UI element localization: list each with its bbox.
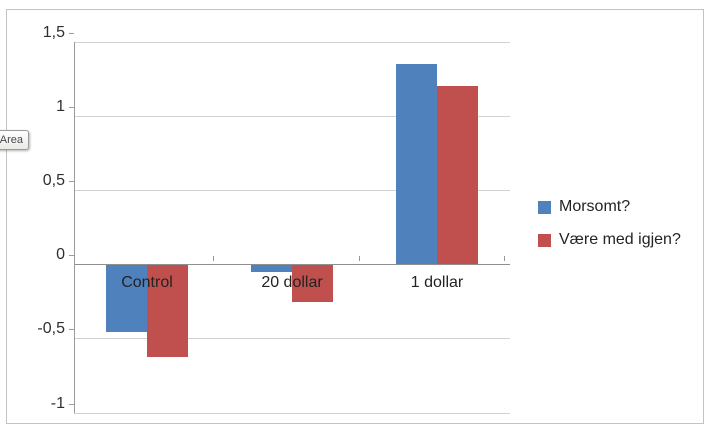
value-axis-tick-label: -0,5 [37, 320, 65, 337]
category-axis-line [74, 264, 510, 265]
legend-item-være-med-igjen[interactable]: Være med igjen? [538, 231, 681, 249]
category-axis-tick [504, 256, 505, 261]
bar-morsomt-control[interactable] [106, 265, 147, 332]
bar-morsomt-20-dollar[interactable] [251, 265, 292, 272]
value-axis-line [74, 42, 75, 413]
chart-area-tooltip: Area [0, 130, 29, 150]
value-axis-labels: 1,5 1 0,5 0 -0,5 -1 [9, 10, 65, 413]
category-label-20-dollar: 20 dollar [261, 274, 323, 291]
bar-morsomt-1-dollar[interactable] [396, 64, 437, 264]
value-axis-tick-label: 1,5 [42, 24, 65, 41]
value-axis-tick-label: 1 [56, 98, 65, 115]
legend-label: Være med igjen? [559, 231, 681, 248]
gridline [74, 413, 510, 414]
value-axis-tick-label: 0,5 [42, 172, 65, 189]
category-axis-tick [213, 256, 214, 261]
tooltip-label: Area [0, 134, 23, 146]
value-axis-tick-label: 0 [56, 246, 65, 263]
legend-marker-icon [538, 233, 551, 247]
legend: Morsomt? Være med igjen? [538, 198, 681, 264]
value-axis-tick [69, 255, 74, 256]
value-axis-tick [69, 329, 74, 330]
category-label-1-dollar: 1 dollar [410, 274, 464, 291]
value-axis-tick [69, 107, 74, 108]
bar-være-med-igjen-20-dollar[interactable] [292, 265, 333, 302]
legend-marker-icon [538, 200, 551, 214]
gridline [74, 190, 510, 191]
legend-item-morsomt[interactable]: Morsomt? [538, 198, 681, 216]
category-label-control: Control [121, 274, 173, 291]
chart-area[interactable]: 1,5 1 0,5 0 -0,5 -1 Control 20 dollar 1 dollar … [6, 9, 704, 424]
gridline [74, 42, 510, 43]
bar-være-med-igjen-1-dollar[interactable] [437, 86, 478, 264]
value-axis-tick [69, 404, 74, 405]
value-axis-tick [69, 33, 74, 34]
category-axis-tick [359, 256, 360, 261]
bar-være-med-igjen-control[interactable] [147, 265, 188, 357]
value-axis-tick [69, 181, 74, 182]
gridline [74, 338, 510, 339]
plot-area: Control 20 dollar 1 dollar [74, 42, 510, 414]
value-axis-tick-label: -1 [50, 395, 65, 412]
legend-label: Morsomt? [559, 198, 631, 215]
gridline [74, 116, 510, 117]
